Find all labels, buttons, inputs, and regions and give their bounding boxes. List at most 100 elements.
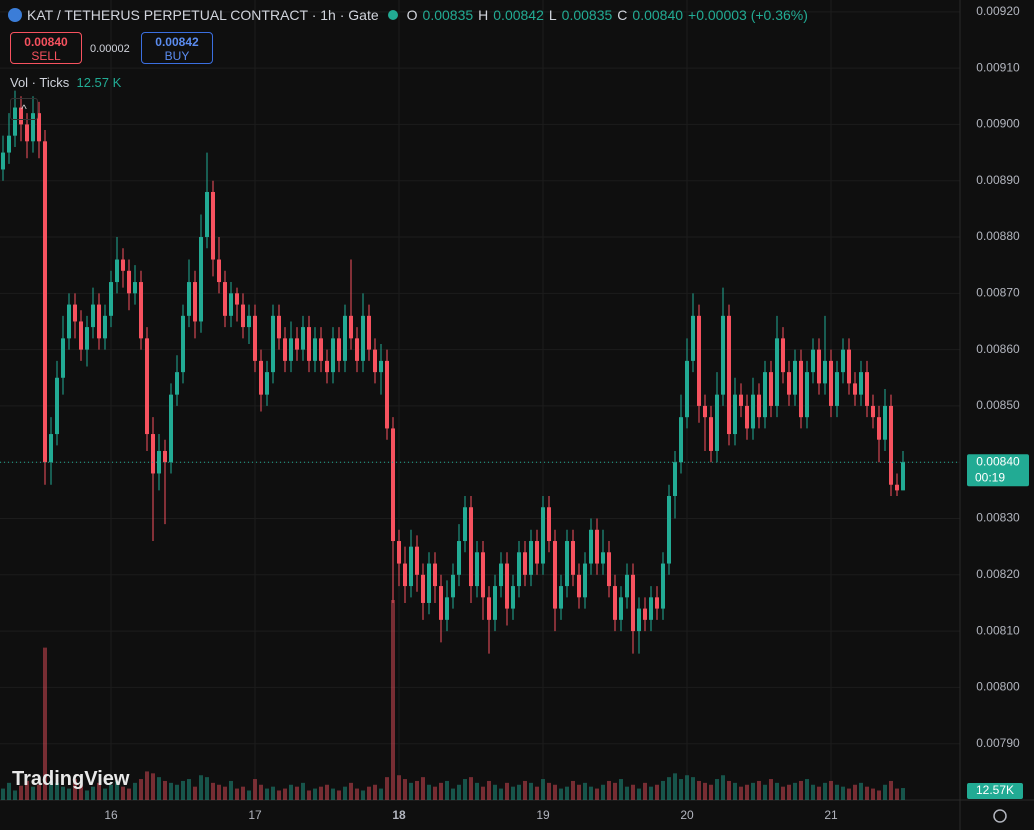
volume-bar (445, 780, 449, 800)
volume-bar (619, 779, 623, 800)
candle-body (793, 360, 797, 395)
candle-body (559, 586, 563, 609)
candle-body (181, 315, 185, 373)
candle-body (571, 541, 575, 575)
candle-body (601, 552, 605, 564)
volume-bar (319, 786, 323, 800)
volume-bar (673, 773, 677, 800)
volume-bar (247, 790, 251, 800)
collapse-button[interactable]: ^ (10, 98, 38, 120)
candle-body (841, 349, 845, 373)
y-tick-label: 0.00920 (976, 4, 1020, 18)
candle-body (703, 405, 707, 418)
volume-bar (85, 790, 89, 800)
buy-button[interactable]: 0.00842 BUY (141, 32, 213, 64)
volume-bar (595, 788, 599, 800)
candle-body (49, 434, 53, 463)
candle-body (829, 360, 833, 406)
volume-bar (361, 790, 365, 800)
candle-body (205, 191, 209, 238)
candle-body (673, 462, 677, 496)
o-label: O (406, 7, 418, 23)
volume-bar (25, 780, 29, 800)
y-tick-label: 0.00790 (976, 736, 1020, 750)
volume-bar (151, 773, 155, 800)
candle-body (319, 338, 323, 361)
y-tick-label: 0.00800 (976, 680, 1020, 694)
volume-bar (799, 780, 803, 800)
candle-body (697, 315, 701, 406)
volume-bar (337, 790, 341, 800)
volume-bar (13, 790, 17, 800)
volume-bar (91, 786, 95, 800)
candle-body (823, 360, 827, 384)
volume-bar (433, 786, 437, 800)
volume-bar (451, 788, 455, 800)
x-tick-label: 20 (680, 808, 694, 822)
volume-bar (835, 784, 839, 800)
candle-body (409, 546, 413, 587)
candle-body (877, 417, 881, 440)
spread: 0.00002 (90, 43, 130, 55)
candle-body (325, 360, 329, 373)
volume-bar (895, 788, 899, 800)
candle-body (685, 360, 689, 418)
candle-body (31, 113, 35, 142)
y-tick-label: 0.00880 (976, 229, 1020, 243)
candle-body (463, 507, 467, 542)
candle-body (547, 507, 551, 542)
candle-body (43, 141, 47, 463)
candle-body (427, 563, 431, 603)
candle-body (775, 338, 779, 406)
sell-button[interactable]: 0.00840 SELL (10, 32, 82, 64)
volume-bar (163, 780, 167, 800)
buy-price: 0.00842 (155, 35, 199, 49)
candle-body (97, 304, 101, 339)
candle-body (253, 315, 257, 361)
volume-bar (349, 782, 353, 800)
candle-body (133, 282, 137, 294)
candle-body (625, 574, 629, 598)
y-tick-label: 0.00910 (976, 60, 1020, 74)
candle-body (709, 417, 713, 451)
volume-bar (727, 780, 731, 800)
candle-body (691, 315, 695, 361)
volume-bar (547, 782, 551, 800)
symbol-title[interactable]: KAT / TETHERUS PERPETUAL CONTRACT · 1h ·… (27, 7, 379, 23)
volume-bar (7, 782, 11, 800)
candle-body (127, 270, 131, 294)
volume-bar (829, 780, 833, 800)
candle-body (361, 315, 365, 361)
candle-body (109, 282, 113, 316)
volume-bar (811, 784, 815, 800)
candle-body (577, 574, 581, 598)
candle-body (739, 394, 743, 406)
y-tick-label: 0.00860 (976, 342, 1020, 356)
candle-body (661, 563, 665, 609)
candle-body (901, 462, 905, 491)
volume-bar (103, 788, 107, 800)
volume-bar (241, 786, 245, 800)
volume-bar (415, 780, 419, 800)
candle-body (7, 135, 11, 153)
volume-bar (307, 790, 311, 800)
candle-body (13, 107, 17, 136)
last-volume-label: 12.57K (976, 783, 1014, 797)
candle-body (799, 360, 803, 418)
candle-body (487, 597, 491, 620)
candle-body (265, 372, 269, 395)
volume-bar (121, 786, 125, 800)
candle-body (529, 541, 533, 575)
volume-bar (115, 780, 119, 800)
candle-body (895, 484, 899, 491)
candle-body (751, 394, 755, 429)
volume-bar (805, 779, 809, 800)
volume-bar (637, 788, 641, 800)
volume-bar (853, 784, 857, 800)
candle-body (241, 304, 245, 328)
volume-bar (295, 786, 299, 800)
volume-bar (175, 784, 179, 800)
volume-bar (613, 782, 617, 800)
candle-body (85, 327, 89, 350)
